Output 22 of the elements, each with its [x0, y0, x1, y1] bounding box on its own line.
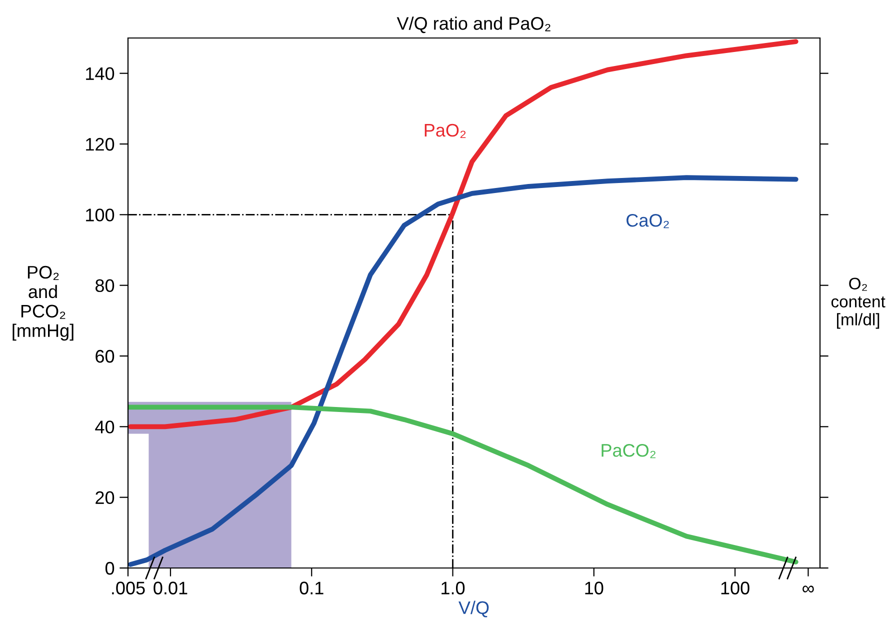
- y-tick-label: 80: [96, 279, 114, 292]
- chart-title: V/Q ratio and PaO₂: [396, 16, 550, 34]
- series-label: CaO₂: [626, 214, 669, 228]
- x-tick-label: 0.1: [300, 582, 324, 594]
- y-tick-label: 60: [96, 350, 114, 363]
- series-label: PaO₂: [424, 124, 466, 138]
- x-tick-label: 100: [721, 582, 750, 594]
- x-tick-label: 10: [585, 582, 604, 594]
- y-tick-label: 40: [95, 420, 114, 434]
- x-tick-label: 1.0: [442, 582, 465, 594]
- y-tick-label: 0: [105, 562, 114, 575]
- y2-axis-title: O₂ content [ml/dl]: [831, 278, 886, 329]
- x-tick-label: ∞: [802, 586, 814, 592]
- x-tick-label: .005: [112, 582, 145, 594]
- y-tick-label: 140: [86, 67, 114, 80]
- text: PaCO₂: [602, 444, 656, 458]
- x-tick-label: 0.01: [154, 582, 188, 594]
- y-tick-label: 100: [86, 208, 114, 222]
- y-tick-label: 20: [96, 491, 114, 504]
- y-axis-title: PO₂ and PCO₂ [mmHg]: [12, 266, 74, 341]
- y-tick-label: 120: [86, 138, 114, 151]
- x-axis-title: V/Q: [458, 600, 489, 618]
